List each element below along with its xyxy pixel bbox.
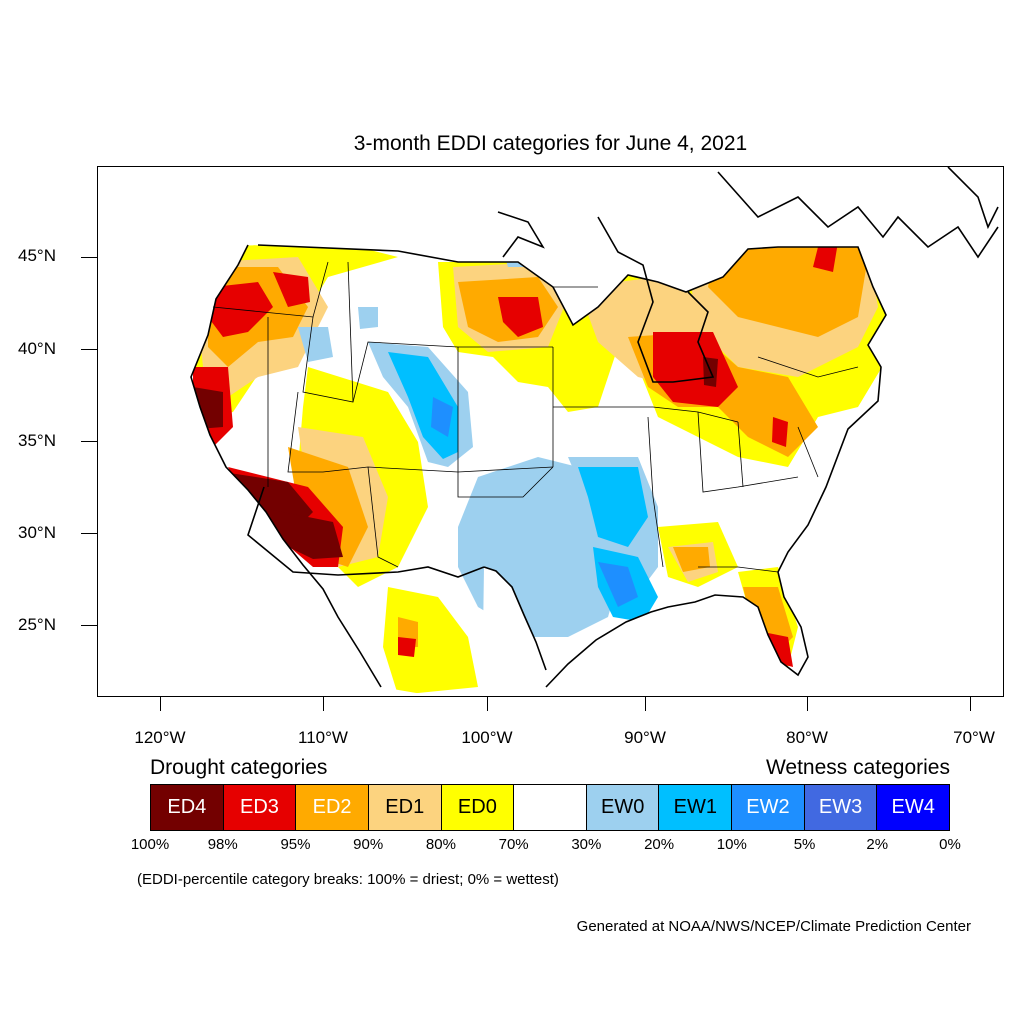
lat-tick (81, 257, 97, 258)
lat-label-30: 30°N (18, 523, 56, 542)
legend-swatch-ew1: EW1 (659, 785, 733, 830)
lon-label-100w: 100°W (461, 728, 513, 747)
map-title: 3-month EDDI categories for June 4, 2021 (353, 132, 748, 155)
outlines (190, 167, 999, 688)
legend-break-label: 100% (130, 836, 170, 853)
lat-label-45: 45°N (18, 246, 56, 265)
lon-label-70w: 70°W (953, 728, 995, 747)
lat-tick (81, 349, 97, 350)
legend-swatch-ed3: ED3 (223, 785, 297, 830)
legend-break-label: 70% (498, 836, 529, 853)
legend-break-label: 95% (280, 836, 311, 853)
legend-break-label: 20% (644, 836, 675, 853)
legend-break-label: 90% (353, 836, 384, 853)
legend-swatch-ed2: ED2 (296, 785, 369, 830)
lat-tick (81, 625, 97, 626)
lat-label-25: 25°N (18, 615, 56, 634)
lon-label-90w: 90°W (624, 728, 666, 747)
drought-heading: Drought categories (150, 756, 328, 779)
legend-swatch-ed1: ED1 (368, 785, 442, 830)
lon-tick (645, 697, 646, 711)
credit-line: Generated at NOAA/NWS/NCEP/Climate Predi… (576, 918, 971, 935)
wetness-heading: Wetness categories (765, 756, 950, 779)
ew2-patches (431, 397, 638, 607)
lon-tick (487, 697, 488, 711)
legend-break-label: 30% (571, 836, 602, 853)
map-panel (97, 166, 1004, 697)
lat-tick (81, 533, 97, 534)
lon-tick (807, 697, 808, 711)
lon-label-80w: 80°W (786, 728, 828, 747)
legend-break-label: 98% (207, 836, 238, 853)
lon-label-110w: 110°W (298, 728, 348, 747)
lon-tick (323, 697, 324, 711)
lon-label-120w: 120°W (134, 728, 186, 747)
lat-label-35: 35°N (18, 431, 56, 450)
legend-note: (EDDI-percentile category breaks: 100% =… (137, 871, 559, 888)
legend-swatch-ew3: EW3 (804, 785, 878, 830)
legend-colorbar: ED4 ED3 ED2 ED1 ED0 EW0 EW1 EW2 EW3 EW4 (150, 784, 950, 831)
eddi-map-canvas (190, 167, 999, 695)
lon-tick (970, 697, 971, 711)
legend-swatch-ed4: ED4 (151, 785, 224, 830)
state-lines (212, 261, 859, 573)
eddi-patches (193, 245, 886, 695)
legend-breaks: 100% 98% 95% 90% 80% 70% 30% 20% 10% 5% 2% 0% (131, 836, 961, 856)
lat-label-40: 40°N (18, 339, 56, 358)
lon-tick (160, 697, 161, 711)
legend-break-label: 80% (425, 836, 456, 853)
legend-swatch-ew4: EW4 (877, 785, 950, 830)
legend-break-label: 10% (716, 836, 747, 853)
legend-swatch-neutral (514, 785, 587, 830)
legend-break-label: 5% (793, 836, 816, 853)
legend-swatch-ew2: EW2 (732, 785, 805, 830)
legend-swatch-ew0: EW0 (586, 785, 660, 830)
legend-break-label: 2% (866, 836, 889, 853)
legend-break-label: 0% (939, 836, 961, 853)
legend-swatch-ed0: ED0 (441, 785, 515, 830)
lat-tick (81, 441, 97, 442)
